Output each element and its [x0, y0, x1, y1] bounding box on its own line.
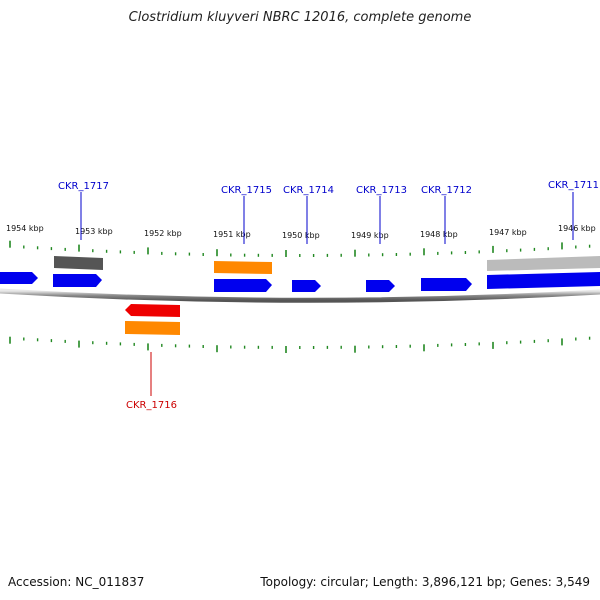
axis-label: 1950 kbp — [282, 231, 320, 240]
genome-summary-text: Topology: circular; Length: 3,896,121 bp… — [260, 575, 590, 589]
lower-tick-row — [9, 336, 591, 353]
pseudogene-dark[interactable] — [54, 256, 103, 270]
gene-label-ckr-1713[interactable]: CKR_1713 — [356, 185, 407, 196]
gene-label-ckr-1717[interactable]: CKR_1717 — [58, 181, 109, 192]
gene-cds-reverse[interactable] — [125, 304, 180, 317]
gene-label-ckr-1716[interactable]: CKR_1716 — [126, 400, 177, 411]
accession-text: Accession: NC_011837 — [8, 575, 145, 589]
map-title: Clostridium kluyveri NBRC 12016, complet… — [128, 10, 472, 25]
outer-lane-features — [54, 256, 600, 274]
rna-feature-reverse[interactable] — [125, 321, 180, 335]
gene-cds-forward[interactable] — [292, 280, 321, 292]
forward-genes — [0, 272, 600, 292]
rna-feature[interactable] — [214, 261, 272, 274]
gene-cds-forward[interactable] — [214, 279, 272, 292]
axis-label: 1947 kbp — [489, 228, 527, 237]
gene-labels: CKR_1717 CKR_1715 CKR_1714 CKR_1713 CKR_… — [58, 180, 599, 411]
gene-label-ckr-1714[interactable]: CKR_1714 — [283, 185, 334, 196]
gene-cds-forward[interactable] — [0, 272, 38, 284]
label-leaders — [80, 192, 574, 396]
reverse-genes — [125, 304, 180, 335]
gene-cds-forward[interactable] — [53, 274, 102, 287]
axis-label: 1954 kbp — [6, 224, 44, 233]
axis-label: 1946 kbp — [558, 224, 596, 233]
axis-label: 1949 kbp — [351, 231, 389, 240]
pseudogene-light[interactable] — [487, 256, 600, 271]
axis-label: 1948 kbp — [420, 230, 458, 239]
genome-backbone — [0, 288, 600, 303]
gene-cds-forward[interactable] — [421, 278, 472, 291]
axis-label: 1951 kbp — [213, 230, 251, 239]
axis-label: 1953 kbp — [75, 227, 113, 236]
axis-labels: 1954 kbp 1953 kbp 1952 kbp 1951 kbp 1950… — [6, 224, 596, 240]
gene-cds-forward[interactable] — [487, 272, 600, 289]
gene-label-ckr-1715[interactable]: CKR_1715 — [221, 185, 272, 196]
upper-tick-row — [9, 240, 591, 257]
gene-label-ckr-1712[interactable]: CKR_1712 — [421, 185, 472, 196]
gene-label-ckr-1711[interactable]: CKR_1711 — [548, 180, 599, 191]
axis-label: 1952 kbp — [144, 229, 182, 238]
gene-cds-forward[interactable] — [366, 280, 395, 292]
